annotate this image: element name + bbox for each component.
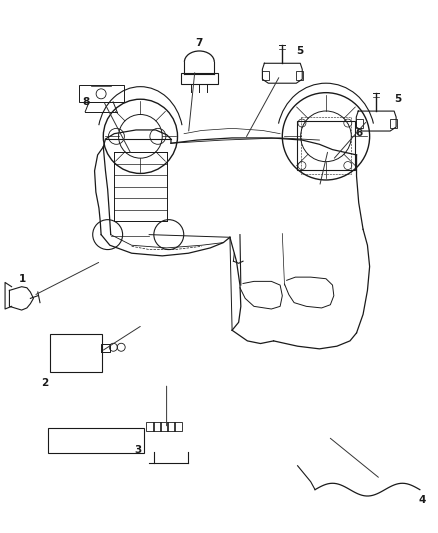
Text: 7: 7 <box>196 38 203 49</box>
Text: 2: 2 <box>41 378 48 389</box>
Text: 4: 4 <box>418 495 426 505</box>
Text: 8: 8 <box>82 97 89 107</box>
Text: 3: 3 <box>134 445 142 455</box>
Text: 5: 5 <box>296 46 304 56</box>
Text: 1: 1 <box>19 274 26 284</box>
Text: 6: 6 <box>355 127 362 138</box>
Text: 5: 5 <box>394 94 402 104</box>
